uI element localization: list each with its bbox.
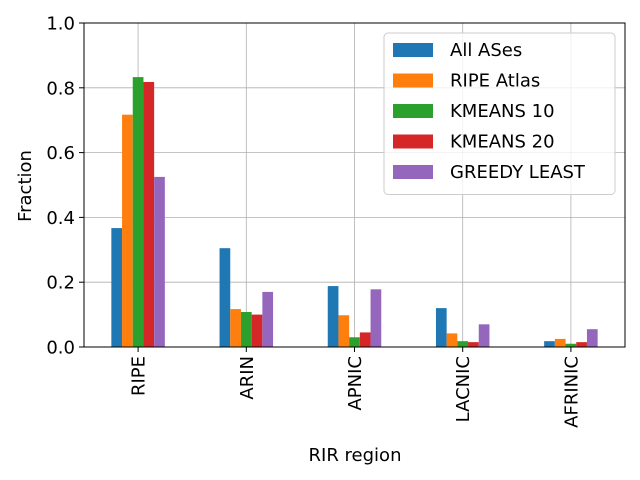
x-axis-label: RIR region bbox=[309, 445, 402, 466]
legend-swatch bbox=[393, 43, 433, 57]
y-axis-label: Fraction bbox=[15, 150, 36, 222]
legend: All ASes RIPE Atlas KMEANS 10 KMEANS 20 GREE… bbox=[383, 32, 616, 195]
legend-swatch bbox=[393, 104, 433, 118]
y-tick-label: 0.0 bbox=[46, 338, 75, 359]
bar bbox=[111, 228, 123, 347]
x-tick-label: ARIN bbox=[237, 356, 258, 400]
bar bbox=[478, 324, 490, 347]
bars bbox=[111, 77, 598, 347]
bar bbox=[468, 342, 479, 347]
x-tick-label: AFRINIC bbox=[561, 356, 582, 428]
bar bbox=[576, 342, 587, 347]
bar bbox=[122, 114, 133, 347]
legend-entry: RIPE Atlas bbox=[450, 71, 540, 92]
bar bbox=[565, 343, 577, 347]
bar bbox=[143, 81, 155, 347]
x-tick-label: RIPE bbox=[129, 356, 150, 396]
bar bbox=[586, 329, 598, 347]
bar bbox=[154, 176, 165, 347]
bar bbox=[230, 309, 241, 347]
bar bbox=[338, 315, 350, 347]
legend-entry: KMEANS 10 bbox=[450, 101, 555, 122]
y-tick-label: 0.4 bbox=[46, 208, 75, 229]
legend-entry: GREEDY LEAST bbox=[450, 162, 586, 183]
legend-entry: KMEANS 20 bbox=[450, 132, 555, 153]
bar bbox=[349, 337, 360, 347]
y-tick-label: 0.6 bbox=[46, 143, 75, 164]
bar bbox=[554, 338, 566, 347]
legend-swatch bbox=[393, 73, 433, 88]
bar bbox=[446, 333, 458, 347]
bar bbox=[359, 332, 371, 347]
legend-swatch bbox=[393, 165, 433, 179]
bar bbox=[327, 286, 339, 347]
bar bbox=[262, 291, 274, 347]
bar bbox=[435, 308, 447, 347]
legend-entry: All ASes bbox=[450, 40, 522, 61]
bar bbox=[251, 314, 263, 347]
bar bbox=[457, 341, 469, 347]
y-tick-label: 0.2 bbox=[46, 273, 75, 294]
legend-swatch bbox=[393, 134, 433, 149]
x-axis-ticks: RIPE ARIN APNIC LACNIC AFRINIC bbox=[129, 347, 582, 428]
x-tick-label: LACNIC bbox=[453, 356, 474, 422]
bar bbox=[219, 248, 231, 347]
bar bbox=[240, 312, 252, 347]
bar bbox=[544, 341, 555, 347]
x-tick-label: APNIC bbox=[345, 356, 366, 411]
bar bbox=[132, 77, 144, 347]
y-tick-label: 0.8 bbox=[46, 78, 75, 99]
bar bbox=[370, 289, 382, 347]
legend-box bbox=[383, 32, 616, 195]
y-tick-label: 1.0 bbox=[46, 14, 75, 35]
y-axis-ticks: 0.0 0.2 0.4 0.6 0.8 1.0 bbox=[46, 14, 84, 359]
